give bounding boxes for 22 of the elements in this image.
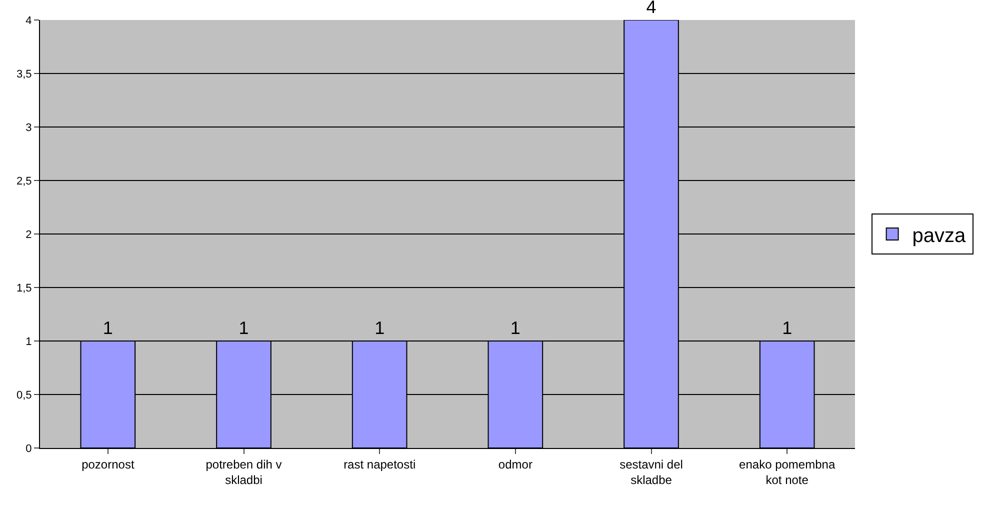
x-tick-label: potreben dih v skladbi — [206, 457, 282, 487]
data-label: 1 — [238, 318, 249, 338]
x-tick-label: pozornost — [82, 457, 135, 472]
data-label: 1 — [510, 318, 520, 338]
y-tick-label: 2,5 — [16, 175, 32, 188]
x-tick-label: enako pomembna kot note — [739, 457, 836, 487]
y-tick-label: 1 — [26, 336, 32, 348]
y-tick-label: 0,5 — [16, 389, 32, 402]
data-label: 1 — [374, 318, 385, 338]
x-tick-label: odmor — [498, 457, 532, 472]
legend-label: pavza — [912, 224, 967, 247]
y-tick-label: 3 — [26, 122, 32, 134]
x-tick-label: rast napetosti — [344, 457, 416, 472]
data-label: 1 — [102, 318, 113, 338]
x-tick-label: sestavni del skladbe — [620, 457, 683, 487]
y-tick-label: 2 — [26, 228, 32, 241]
y-tick-label: 1,5 — [16, 282, 32, 294]
data-label: 4 — [646, 0, 656, 17]
y-tick-label: 4 — [26, 14, 32, 27]
y-tick-label: 0 — [26, 442, 32, 455]
y-tick-label: 3,5 — [16, 68, 32, 80]
data-label: 1 — [782, 318, 792, 338]
